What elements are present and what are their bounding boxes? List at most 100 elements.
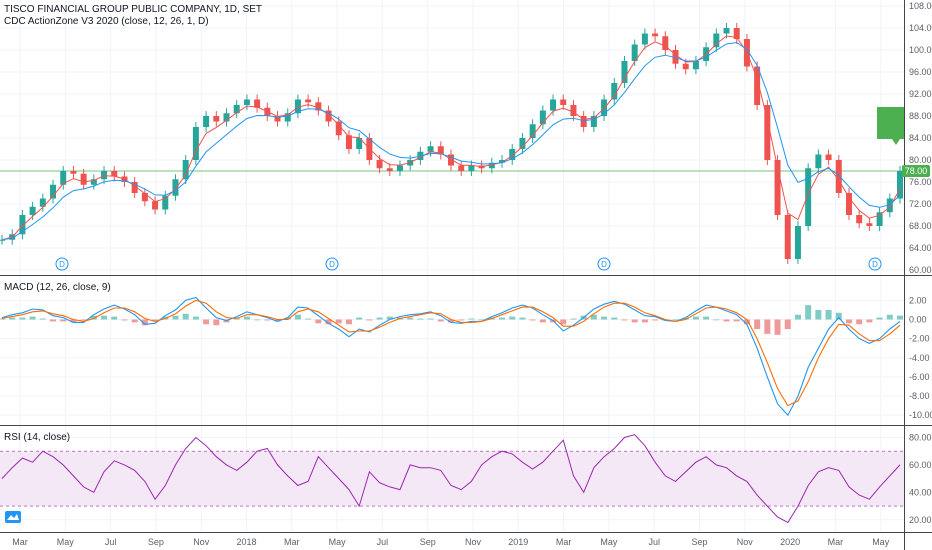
candle-body <box>825 154 832 160</box>
dividend-marker-icon[interactable] <box>597 257 611 271</box>
macd-histogram-bar <box>845 319 852 324</box>
candle-body <box>111 171 118 177</box>
macd-histogram-bar <box>713 319 720 321</box>
dividend-marker-label: D <box>872 260 878 269</box>
x-axis-tick: Jul <box>377 537 389 547</box>
macd-histogram-bar <box>0 318 5 320</box>
macd-histogram-bar <box>70 319 77 323</box>
x-axis-tick: May <box>329 537 347 547</box>
candle-body <box>468 165 475 171</box>
macd-line <box>1 296 901 417</box>
candle-body <box>692 61 699 70</box>
candle-body <box>733 28 740 39</box>
macd-histogram-bar <box>305 318 312 320</box>
macd-histogram-bar <box>692 316 699 320</box>
macd-histogram-bar <box>356 317 363 320</box>
candle-body <box>223 113 230 122</box>
macd-histogram-bar <box>590 314 597 320</box>
macd-axis-tick: -8.00 <box>909 391 930 401</box>
x-axis-tick: May <box>600 537 618 547</box>
price-axis-tick: 76.00 <box>909 177 932 187</box>
candle-body <box>294 99 301 114</box>
dividend-marker-icon[interactable] <box>55 257 69 271</box>
macd-histogram-bar <box>499 317 506 320</box>
macd-histogram-bar <box>672 319 679 321</box>
candle-body <box>80 173 87 185</box>
candle-body <box>509 149 516 160</box>
macd-histogram-bar <box>519 317 526 320</box>
macd-histogram-bar <box>121 319 128 321</box>
x-axis-tick: Sep <box>148 537 164 547</box>
price-y-axis: 108.00 104.00 100.00 96.00 92.00 88.00 84.00 80… <box>909 1 932 275</box>
macd-histogram-bar <box>509 316 516 320</box>
candle-body <box>611 83 618 100</box>
macd-histogram-bar <box>366 319 373 321</box>
macd-histogram-bar <box>39 318 46 320</box>
macd-histogram-bar <box>448 319 454 323</box>
candle-body <box>774 160 781 215</box>
dividend-marker-label: D <box>59 260 65 269</box>
candle-body <box>529 124 536 138</box>
candle-body <box>152 201 159 210</box>
macd-histogram-bar <box>631 319 638 323</box>
candle-body <box>284 113 291 122</box>
macd-histogram-bar <box>407 317 414 320</box>
macd-axis-tick: 2.00 <box>909 295 927 305</box>
candle-body <box>437 146 444 155</box>
candle-body <box>141 193 148 202</box>
macd-histogram-bar <box>335 319 342 324</box>
candle-body <box>499 160 506 163</box>
macd-histogram-bar <box>652 319 659 321</box>
price-axis-tick: 100.00 <box>909 45 932 55</box>
macd-histogram-bar <box>50 319 57 322</box>
macd-axis-tick: -6.00 <box>909 372 930 382</box>
candle-body <box>805 168 812 226</box>
candle-body <box>754 66 761 105</box>
price-axis-tick: 80.00 <box>909 155 932 165</box>
rsi-label: RSI (14, close) <box>4 432 71 443</box>
candle-body <box>662 36 669 50</box>
rsi-axis-tick: 80.00 <box>909 432 932 442</box>
candle-body <box>243 99 250 105</box>
tradingview-logo-icon[interactable] <box>5 511 21 523</box>
candle-body <box>672 50 679 64</box>
macd-histogram-bar <box>468 318 475 320</box>
macd-histogram-bar <box>794 314 801 320</box>
rsi-y-axis: 80.00 60.00 40.00 20.00 <box>909 432 932 524</box>
x-axis-tick: Nov <box>193 537 210 547</box>
candle-body <box>203 116 210 127</box>
macd-histogram-bar <box>243 316 250 320</box>
candle-body <box>29 206 36 215</box>
x-axis-tick: 2020 <box>780 537 800 547</box>
candle-body <box>590 116 597 127</box>
macd-histogram-bar <box>641 319 648 323</box>
price-axis-tick: 96.00 <box>909 67 932 77</box>
x-axis-tick: Mar <box>556 537 572 547</box>
dividend-marker-icon[interactable] <box>325 257 339 271</box>
dividend-marker-icon[interactable] <box>868 257 882 271</box>
signal-arrow <box>892 139 900 145</box>
price-axis-tick: 60.00 <box>909 265 932 275</box>
candle-body <box>866 223 873 226</box>
candle-body <box>539 110 546 125</box>
dividend-marker-label: D <box>329 260 335 269</box>
candle-body <box>70 171 77 174</box>
macd-histogram-bar <box>29 316 36 320</box>
macd-histogram-bar <box>427 318 434 320</box>
macd-histogram-bar <box>80 319 87 321</box>
macd-axis-tick: -10.00 <box>909 410 932 420</box>
candle-body <box>550 99 557 111</box>
candle-body <box>39 198 46 207</box>
price-axis-tick: 68.00 <box>909 221 932 231</box>
candle-body <box>580 116 587 127</box>
macd-histogram-bar <box>192 316 199 320</box>
x-axis-tick: Mar <box>284 537 300 547</box>
x-axis-tick: 2019 <box>508 537 528 547</box>
x-axis-tick: Jul <box>648 537 660 547</box>
price-axis-tick: 88.00 <box>909 111 932 121</box>
macd-histogram-bar <box>274 319 281 322</box>
candle-body <box>794 226 801 259</box>
macd-histogram-bar <box>254 319 261 321</box>
macd-histogram-bar <box>570 318 577 320</box>
x-axis-tick: Nov <box>737 537 754 547</box>
